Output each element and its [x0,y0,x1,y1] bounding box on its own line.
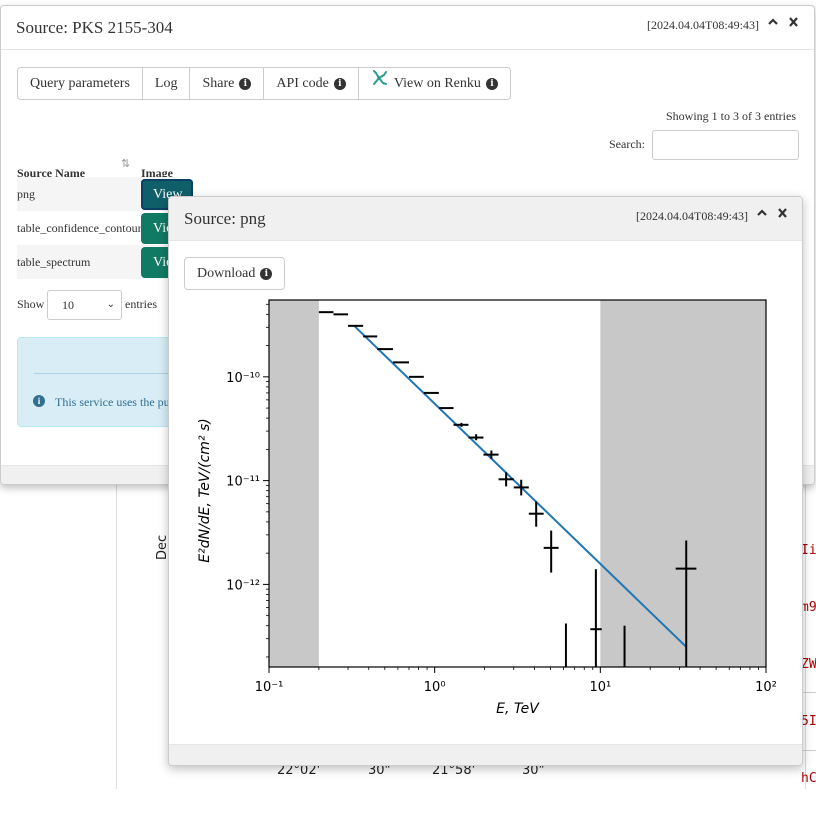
dialog-timestamp: [2024.04.04T08:49:43] [647,18,759,32]
background-tick-label: 21°58' [432,763,476,778]
search-label: Search: [609,137,645,151]
chevron-down-icon: ⌄ [106,299,115,310]
dialog-header[interactable]: Source: png [2024.04.04T08:49:43] [169,197,802,241]
y-axis-label: E²dN/dE, TeV/(cm² s) [197,418,213,563]
background-tick-label: 22°02' [277,763,321,778]
code-line: m9 [801,600,816,615]
y-tick-label: 10⁻¹¹ [226,475,260,490]
data-point [483,450,499,459]
excluded-energy-band [269,300,319,667]
data-point [498,472,514,487]
dialog-title: Source: png [184,209,266,228]
y-tick-label: 10⁻¹⁰ [226,371,260,386]
data-point [453,422,469,427]
data-point [543,530,559,573]
source-name-cell: png [17,187,35,201]
entries-info: Showing 1 to 3 of 3 entries [666,109,796,123]
code-line: Ii [801,543,816,558]
close-icon[interactable] [777,207,788,222]
background-panel [116,470,806,789]
chevron-up-icon[interactable] [756,207,768,222]
background-divider [790,692,816,693]
button-label: Share [202,76,235,91]
button-label: Log [154,76,178,91]
source-name-cell: table_spectrum [17,255,91,269]
data-point [675,540,697,667]
background-code-snippet: Ii m9 ZW 5I hC [801,503,816,826]
button-label: API code [276,76,329,91]
log-button[interactable]: Log [143,68,191,99]
dialog-header[interactable]: Source: PKS 2155-304 [2024.04.04T08:49:4… [1,6,814,50]
info-icon: i [333,77,346,90]
view-on-renku-button[interactable]: View on Renku i [359,68,510,99]
x-tick-label: 10¹ [589,680,611,695]
length-menu-value: 10 [62,298,74,312]
code-line: 5I [801,714,816,729]
download-button[interactable]: Download i [184,257,286,290]
x-axis-label: E, TeV [496,701,540,717]
table-row: png View [17,177,193,211]
dialog-title: Source: PKS 2155-304 [16,18,173,37]
alert-divider [34,373,184,374]
table-row: table_spectrum View [17,245,193,279]
data-point [468,434,484,441]
button-label: Download [197,266,256,281]
background-tick-label: 30" [522,763,545,778]
code-line: ZW [801,657,816,672]
excluded-energy-band [600,300,766,667]
spectrum-chart: 10⁻¹ 10⁰ 10¹ 10² 10⁻¹² 10⁻¹¹ 10⁻¹⁰ E, TeV E²dN… [197,299,777,717]
dialog-timestamp: [2024.04.04T08:49:43] [636,209,748,223]
info-icon: i [260,267,273,280]
x-tick-label: 10⁻¹ [255,680,284,695]
button-label: View on Renku [393,76,481,91]
data-point [513,479,529,496]
source-name-cell: table_confidence_contour [17,221,141,235]
code-line: hC [801,771,816,786]
length-menu-suffix: entries [125,297,157,311]
column-header-image[interactable]: Image [141,166,173,180]
x-tick-label: 10² [755,680,777,695]
background-tick-label: 30" [368,763,391,778]
y-tick-label: 10⁻¹² [226,578,260,593]
length-menu-select[interactable]: 10 ⌄ [47,290,122,320]
data-point [590,569,602,667]
info-icon: i [33,395,45,407]
image-dialog: Source: png [2024.04.04T08:49:43] Downlo… [168,196,803,766]
info-icon: i [239,77,252,90]
x-tick-label: 10⁰ [424,680,446,695]
info-alert: i This service uses the pu [17,337,184,427]
chevron-up-icon[interactable] [767,16,779,31]
plot-frame [268,299,767,668]
share-button[interactable]: Share i [190,68,265,99]
close-icon[interactable] [788,16,799,31]
data-point [528,501,544,527]
button-label: Query parameters [30,76,130,91]
api-code-button[interactable]: API code i [264,68,359,99]
action-button-group: Query parameters Log Share i API code i Vi… [17,67,511,100]
dialog-footer [169,744,802,765]
background-divider [790,750,816,751]
column-header-source-name[interactable]: Source Name [17,166,86,180]
sort-icon[interactable]: ⇅ [121,157,131,170]
length-menu-prefix: Show [17,297,45,311]
alert-text: This service uses the pu [55,395,170,409]
info-icon: i [485,77,498,90]
search-input[interactable] [652,130,799,160]
table-row: table_confidence_contour View [17,211,193,245]
query-parameters-button[interactable]: Query parameters [18,68,143,99]
renku-icon [371,68,389,99]
